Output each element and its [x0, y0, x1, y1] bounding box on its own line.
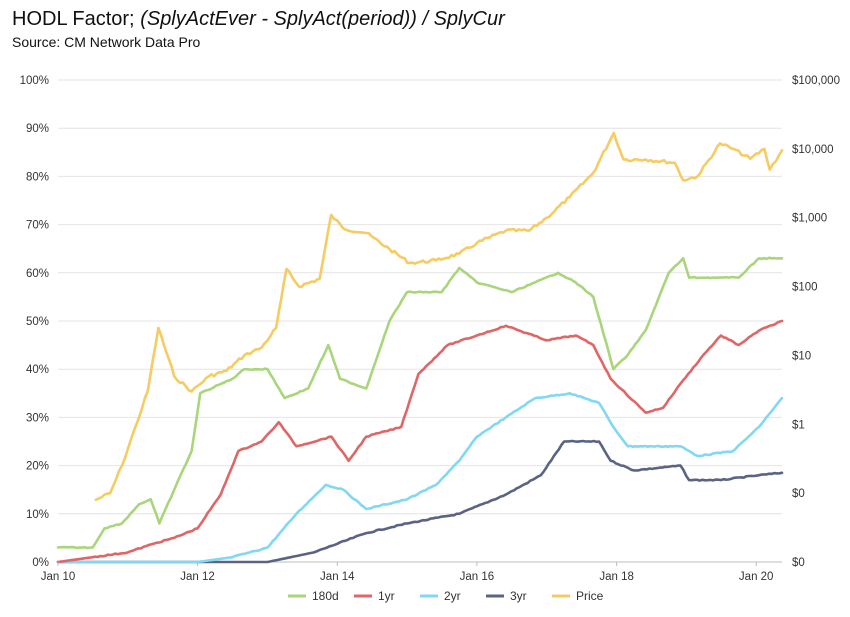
series-line-3yr: [56, 439, 784, 564]
y-right-tick-label: $0: [792, 488, 805, 500]
y-left-tick-label: 0%: [32, 557, 49, 569]
y-right-tick-label: $1,000: [792, 213, 827, 225]
y-right-tick-label: $100,000: [792, 75, 840, 87]
series-line-1yr: [56, 319, 784, 564]
chart-subtitle: Source: CM Network Data Pro: [12, 34, 201, 50]
x-tick-label: Jan 20: [739, 571, 774, 583]
x-tick-label: Jan 14: [320, 571, 355, 583]
chart-title: HODL Factor; (SplyActEver - SplyAct(peri…: [12, 8, 505, 31]
y-left-tick-label: 70%: [26, 220, 49, 232]
series-line-180d: [56, 256, 784, 550]
y-right-tick-label: $100: [792, 282, 818, 294]
series-lines: [56, 131, 784, 564]
y-right-tick-label: $10,000: [792, 144, 834, 156]
y-right-tick-label: $10: [792, 350, 811, 362]
legend-label-2yr: 2yr: [444, 589, 461, 603]
y-right-tick-label: $1: [792, 419, 805, 431]
legend-label-3yr: 3yr: [510, 589, 527, 603]
series-line-price: [94, 131, 784, 502]
title-formula: (SplyActEver - SplyAct(period)) / SplyCu…: [140, 8, 505, 30]
y-left-tick-label: 30%: [26, 412, 49, 424]
title-main: HODL Factor;: [12, 8, 135, 30]
y-left-tick-label: 80%: [26, 171, 49, 183]
y-left-tick-label: 50%: [26, 316, 49, 328]
x-tick-label: Jan 12: [180, 571, 215, 583]
x-tick-label: Jan 18: [599, 571, 634, 583]
legend-label-price: Price: [576, 589, 604, 603]
legend-label-180d: 180d: [312, 589, 339, 603]
chart-legend: 180d 1yr 2yr 3yr Price: [288, 589, 604, 603]
y-right-tick-label: $0: [792, 557, 805, 569]
y-left-tick-label: 90%: [26, 123, 49, 135]
y-left-tick-label: 20%: [26, 461, 49, 473]
y-left-tick-label: 10%: [26, 509, 49, 521]
x-tick-label: Jan 16: [460, 571, 495, 583]
grid-lines: [58, 79, 782, 563]
series-line-2yr: [56, 392, 784, 564]
y-left-tick-label: 100%: [20, 75, 49, 87]
legend-label-1yr: 1yr: [378, 589, 395, 603]
x-tick-label: Jan 10: [41, 571, 76, 583]
y-left-tick-label: 60%: [26, 268, 49, 280]
y-left-tick-label: 40%: [26, 364, 49, 376]
axes: 0% 10% 20% 30% 40% 50% 60% 70% 80% 90% 100% $0 $0 $1 $…: [20, 75, 840, 583]
